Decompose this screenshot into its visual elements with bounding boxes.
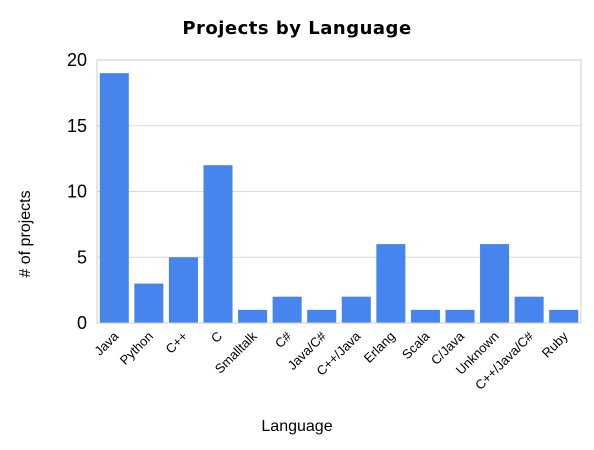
y-axis-ticks: 0 5 10 15 20 (67, 50, 87, 333)
bar-python (134, 283, 164, 323)
y-tick-label: 20 (67, 50, 87, 70)
y-tick-label: 0 (77, 313, 87, 333)
x-tick-label: C# (272, 328, 295, 351)
bar-unknown (480, 244, 510, 323)
bar-c-java (445, 309, 475, 323)
bar-erlang (376, 244, 406, 323)
x-tick-label: Ruby (539, 328, 571, 360)
bar-c-java-c (514, 296, 544, 323)
x-tick-label: C++ (163, 329, 191, 357)
bar-scala (410, 309, 440, 323)
x-tick-label: Python (117, 329, 156, 368)
x-axis-label: Language (261, 418, 332, 435)
y-axis-label: # of projects (17, 190, 34, 277)
bar-java-c (307, 309, 337, 323)
plot-area-border (96, 59, 582, 324)
bar-smalltalk (238, 309, 268, 323)
bar-java (99, 73, 129, 324)
x-tick-label: Java (91, 328, 122, 359)
bars (99, 73, 579, 324)
y-tick-label: 10 (67, 182, 87, 202)
bar-c-java (341, 296, 371, 323)
x-tick-label: Erlang (361, 329, 398, 366)
x-tick-label: C (208, 329, 225, 346)
bar-c (168, 257, 198, 323)
y-tick-label: 5 (77, 247, 87, 267)
bar-c (272, 296, 302, 323)
bar-c (203, 165, 233, 323)
bar-ruby (549, 309, 579, 323)
y-tick-label: 15 (67, 116, 87, 136)
chart-title: Projects by Language (182, 18, 411, 39)
